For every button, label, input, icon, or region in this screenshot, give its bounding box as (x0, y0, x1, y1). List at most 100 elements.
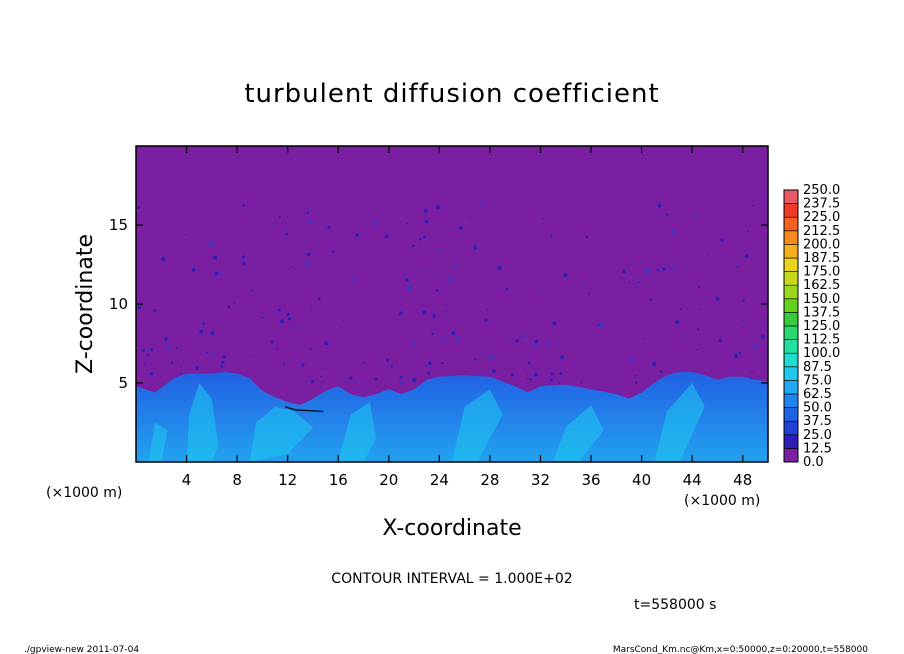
speckle (425, 364, 428, 367)
speckle (384, 234, 389, 239)
speckle (695, 215, 698, 218)
speckle (306, 211, 310, 214)
colorbar-label: 200.0 (803, 237, 840, 252)
speckle (276, 348, 278, 350)
speckle (304, 213, 306, 215)
x-tick-label: 4 (182, 471, 192, 489)
speckle (214, 271, 219, 276)
speckle (718, 338, 723, 343)
colorbar-label: 175.0 (803, 265, 840, 280)
x-tick-label: 44 (683, 471, 702, 489)
speckle (322, 368, 324, 370)
speckle (559, 372, 563, 375)
colorbar-swatch (783, 380, 799, 395)
speckle (374, 377, 378, 381)
speckle (146, 353, 150, 357)
speckle (744, 254, 749, 259)
speckle (720, 238, 724, 242)
speckle (552, 321, 557, 326)
speckle (675, 320, 680, 324)
colorbar-label: 100.0 (803, 346, 840, 361)
speckle (505, 287, 508, 291)
speckle (542, 218, 544, 220)
footer-left: ./gpview-new 2011-07-04 (24, 645, 139, 654)
speckle (560, 355, 564, 359)
speckle (435, 273, 438, 276)
colorbar-label: 162.5 (803, 278, 840, 293)
speckle (261, 316, 264, 319)
speckle (406, 379, 409, 382)
plume (553, 405, 604, 462)
speckle (696, 349, 699, 351)
speckle (170, 361, 174, 364)
speckle (306, 252, 311, 257)
speckle (634, 374, 637, 377)
colorbar-label: 125.0 (803, 319, 840, 334)
speckle (443, 338, 447, 341)
colorbar-swatch (783, 434, 799, 449)
speckle (213, 255, 218, 260)
speckle (406, 222, 409, 225)
speckle (480, 351, 483, 353)
speckle (683, 337, 686, 340)
y-axis-ticks: 5 10 15 (109, 216, 768, 392)
speckle (321, 201, 323, 203)
colorbar-label: 150.0 (803, 292, 840, 307)
speckle (436, 249, 440, 253)
speckle (427, 361, 432, 365)
speckle (478, 202, 483, 206)
speckle (141, 348, 145, 353)
speckle (419, 237, 422, 241)
colorbar-label: 250.0 (803, 183, 840, 198)
speckle (526, 377, 529, 380)
speckle (344, 381, 346, 384)
speckle (752, 205, 755, 207)
speckle (458, 226, 463, 231)
speckle (327, 225, 331, 229)
speckle (380, 362, 383, 365)
speckle (191, 268, 196, 272)
y-tick-label: 15 (109, 216, 128, 234)
speckle (464, 365, 467, 368)
speckle (437, 338, 439, 340)
colorbar-label: 87.5 (803, 360, 832, 375)
speckle (484, 318, 489, 322)
x-tick-label: 32 (531, 471, 550, 489)
chart-title: turbulent diffusion coefficient (244, 79, 659, 109)
speckle (423, 208, 428, 213)
plume (186, 383, 219, 462)
speckle (469, 336, 471, 339)
speckle (427, 372, 430, 375)
speckle (671, 230, 676, 235)
plot-area (136, 146, 768, 462)
speckle (362, 362, 365, 365)
speckle (645, 268, 650, 273)
speckle (445, 310, 447, 312)
speckle (291, 266, 293, 269)
plume (654, 383, 705, 462)
speckle (670, 266, 674, 270)
colorbar-swatch (783, 352, 799, 368)
speckle (746, 230, 749, 233)
speckle (287, 317, 291, 321)
speckle (206, 351, 208, 354)
speckle (399, 375, 403, 379)
colorbar-label: 237.5 (803, 197, 840, 212)
speckle (453, 264, 457, 268)
speckle (486, 308, 489, 311)
speckle (251, 289, 254, 292)
speckle (523, 334, 527, 338)
x-axis-ticks: 4 8 12 16 20 24 28 32 36 40 44 48 (182, 146, 752, 489)
colorbar-label: 225.0 (803, 210, 840, 225)
speckle (657, 204, 662, 208)
speckle (149, 372, 154, 376)
footer-right: MarsCond_Km.nc@Km,x=0:50000,z=0:20000,t=… (613, 645, 868, 654)
speckle (520, 343, 523, 345)
speckle (505, 333, 507, 335)
speckle (662, 267, 666, 271)
speckle (599, 322, 604, 327)
speckle (652, 362, 657, 367)
colorbar-label: 62.5 (803, 387, 832, 402)
speckle (278, 215, 281, 219)
colorbar-swatch (783, 244, 799, 259)
